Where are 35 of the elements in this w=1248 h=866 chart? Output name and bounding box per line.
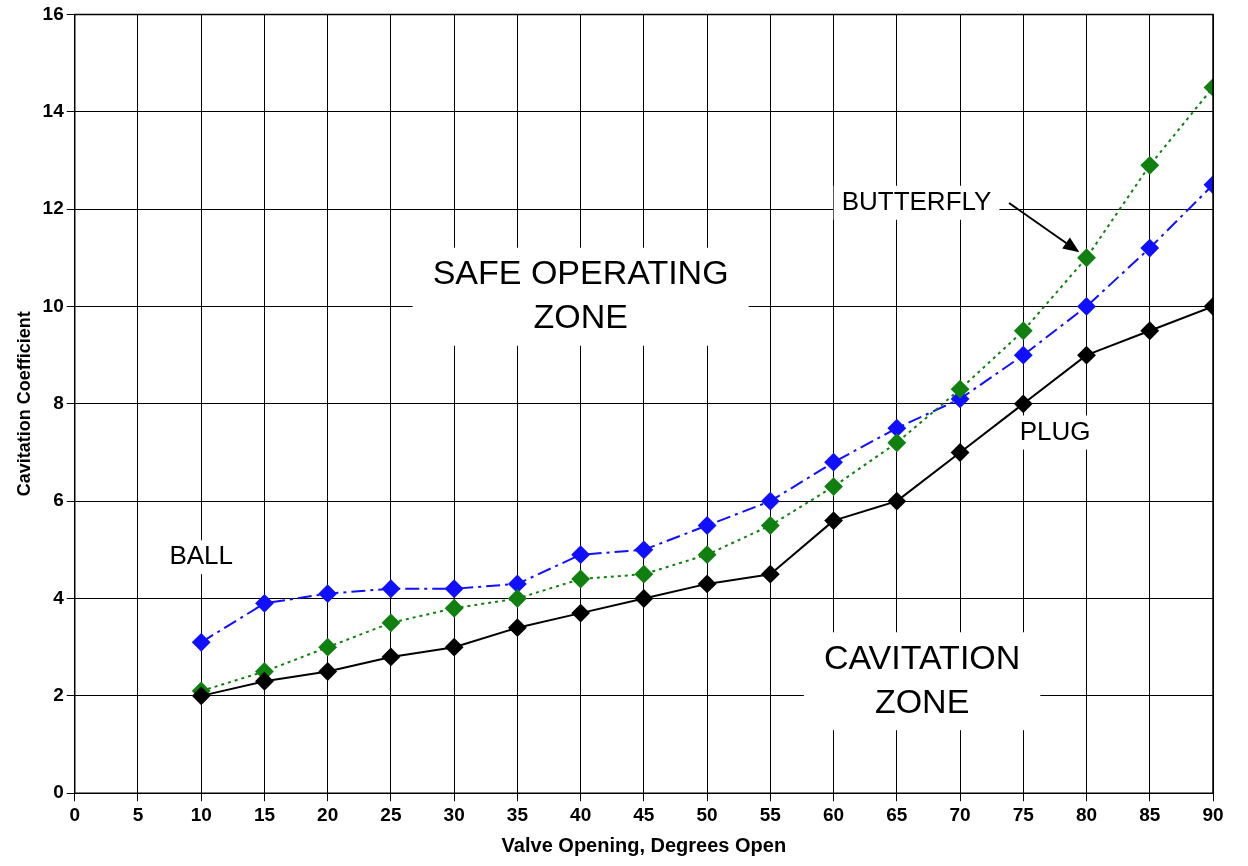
x-tick-label: 40 xyxy=(570,803,592,825)
x-tick-label: 0 xyxy=(69,803,81,825)
x-tick-label: 10 xyxy=(190,803,212,825)
y-tick-label: 8 xyxy=(53,392,64,414)
x-tick-label: 55 xyxy=(759,803,782,825)
x-tick-label: 60 xyxy=(823,803,845,825)
x-tick-label: 30 xyxy=(443,803,465,825)
x-tick-label: 65 xyxy=(886,803,908,825)
y-tick-label: 12 xyxy=(42,197,64,219)
y-tick-label: 16 xyxy=(42,2,64,24)
y-tick-label: 4 xyxy=(53,586,65,608)
x-tick-label: 35 xyxy=(506,803,529,825)
series-label: BALL xyxy=(169,540,234,571)
x-tick-label: 70 xyxy=(949,803,971,825)
x-tick-label: 5 xyxy=(132,803,144,825)
y-tick-label: 0 xyxy=(53,781,64,803)
annotation: CAVITATION ZONE xyxy=(823,637,1021,720)
x-tick-label: 85 xyxy=(1139,803,1161,825)
y-tick-label: 14 xyxy=(42,99,65,121)
x-tick-label: 20 xyxy=(317,803,339,825)
y-tick-label: 2 xyxy=(53,684,64,706)
annotation: SAFE OPERATING ZONE xyxy=(432,253,729,336)
text: BUTTERFLY xyxy=(841,185,992,216)
x-tick-label: 25 xyxy=(380,803,402,825)
x-axis-title: Valve Opening, Degrees Open xyxy=(501,833,787,856)
x-tick-label: 80 xyxy=(1075,803,1098,825)
y-tick-label: 10 xyxy=(42,294,64,316)
series-label: PLUG xyxy=(1019,415,1091,446)
x-tick-label: 45 xyxy=(633,803,655,825)
x-tick-label: 75 xyxy=(1012,803,1035,825)
x-tick-label: 90 xyxy=(1202,803,1224,825)
x-tick-label: 15 xyxy=(253,803,276,825)
y-axis-title: Cavitation Coefficient xyxy=(13,311,34,497)
x-tick-label: 50 xyxy=(696,803,718,825)
y-tick-label: 6 xyxy=(53,489,64,511)
